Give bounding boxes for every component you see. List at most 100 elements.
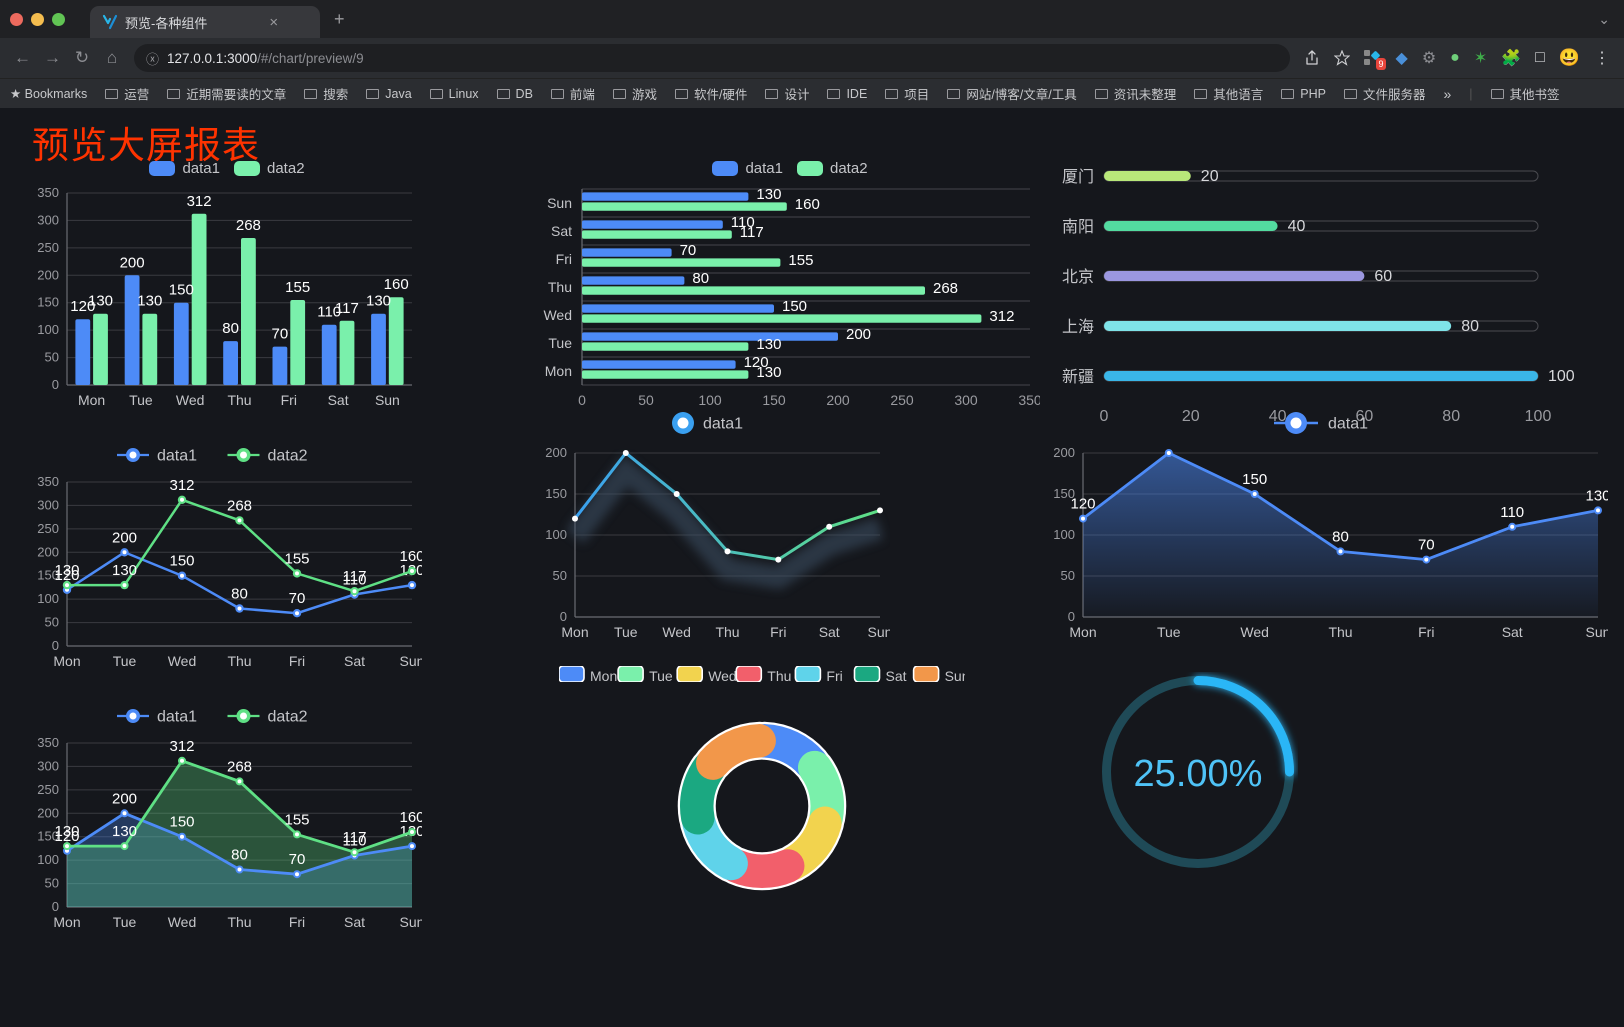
svg-text:80: 80 (231, 586, 248, 603)
svg-text:Sat: Sat (886, 668, 907, 682)
svg-text:268: 268 (236, 217, 261, 234)
svg-text:0: 0 (578, 392, 586, 408)
svg-text:Fri: Fri (289, 653, 305, 669)
svg-text:130: 130 (756, 186, 781, 203)
svg-text:50: 50 (45, 350, 59, 365)
svg-text:312: 312 (169, 738, 194, 755)
svg-text:130: 130 (112, 823, 137, 840)
svg-text:250: 250 (37, 521, 59, 536)
svg-text:50: 50 (553, 568, 567, 583)
svg-text:150: 150 (545, 486, 567, 501)
svg-text:130: 130 (756, 336, 781, 353)
svg-text:Tue: Tue (113, 653, 137, 669)
svg-text:300: 300 (37, 758, 59, 773)
svg-text:Thu: Thu (227, 392, 251, 408)
svg-text:Sun: Sun (400, 914, 422, 930)
svg-text:200: 200 (120, 254, 145, 271)
svg-text:Fri: Fri (556, 251, 572, 267)
svg-text:0: 0 (560, 609, 567, 624)
svg-text:110: 110 (1500, 504, 1524, 521)
svg-text:350: 350 (37, 185, 59, 200)
svg-text:data1: data1 (157, 709, 197, 726)
svg-text:北京: 北京 (1062, 268, 1094, 286)
svg-text:0: 0 (52, 638, 59, 653)
svg-text:Fri: Fri (1418, 624, 1434, 640)
svg-text:160: 160 (399, 809, 422, 826)
svg-text:130: 130 (137, 293, 162, 310)
svg-text:Thu: Thu (715, 624, 739, 640)
svg-text:data1: data1 (157, 448, 197, 465)
svg-text:Fri: Fri (770, 624, 786, 640)
svg-text:Thu: Thu (1328, 624, 1352, 640)
svg-text:150: 150 (782, 298, 807, 315)
svg-text:70: 70 (680, 242, 697, 259)
svg-text:130: 130 (88, 293, 113, 310)
svg-text:Mon: Mon (561, 624, 588, 640)
svg-text:0: 0 (52, 899, 59, 914)
svg-text:100: 100 (545, 527, 567, 542)
svg-text:120: 120 (1070, 496, 1095, 513)
svg-text:312: 312 (187, 193, 212, 210)
svg-text:200: 200 (846, 326, 871, 343)
svg-text:80: 80 (1461, 318, 1479, 335)
svg-text:80: 80 (1332, 528, 1349, 545)
svg-text:0: 0 (1068, 609, 1075, 624)
svg-text:130: 130 (366, 293, 391, 310)
svg-text:200: 200 (37, 544, 59, 559)
svg-text:130: 130 (756, 364, 781, 381)
svg-text:20: 20 (1201, 168, 1219, 185)
svg-text:200: 200 (1053, 445, 1075, 460)
svg-text:155: 155 (285, 279, 310, 296)
svg-text:70: 70 (1418, 537, 1435, 554)
svg-text:130: 130 (1585, 487, 1608, 504)
svg-text:Mon: Mon (545, 363, 572, 379)
svg-text:Tue: Tue (113, 914, 137, 930)
svg-text:Thu: Thu (227, 914, 251, 930)
svg-text:268: 268 (227, 497, 252, 514)
svg-text:data1: data1 (703, 416, 743, 433)
svg-text:Fri: Fri (281, 392, 297, 408)
svg-text:Mon: Mon (590, 668, 617, 682)
svg-text:Sat: Sat (819, 624, 840, 640)
svg-text:200: 200 (545, 445, 567, 460)
svg-text:Wed: Wed (543, 307, 572, 323)
svg-text:117: 117 (343, 829, 367, 846)
svg-text:Mon: Mon (1069, 624, 1096, 640)
svg-text:Wed: Wed (176, 392, 205, 408)
svg-text:Mon: Mon (53, 914, 80, 930)
svg-text:上海: 上海 (1062, 318, 1094, 336)
svg-text:100: 100 (1548, 368, 1575, 385)
svg-text:Sun: Sun (868, 624, 890, 640)
svg-text:60: 60 (1374, 268, 1392, 285)
svg-text:Sat: Sat (328, 392, 349, 408)
svg-text:200: 200 (37, 267, 59, 282)
svg-text:100: 100 (37, 322, 59, 337)
svg-text:Sat: Sat (344, 914, 365, 930)
svg-text:Sat: Sat (1502, 624, 1523, 640)
svg-text:Sun: Sun (375, 392, 400, 408)
svg-text:Tue: Tue (649, 668, 673, 682)
svg-text:70: 70 (289, 590, 306, 607)
svg-text:Fri: Fri (826, 668, 842, 682)
svg-text:155: 155 (788, 252, 813, 269)
svg-text:70: 70 (289, 851, 306, 868)
svg-text:70: 70 (272, 326, 289, 343)
svg-text:100: 100 (1053, 527, 1075, 542)
svg-text:Mon: Mon (78, 392, 105, 408)
svg-text:150: 150 (1242, 471, 1267, 488)
svg-text:50: 50 (638, 392, 654, 408)
svg-text:Wed: Wed (708, 668, 737, 682)
svg-text:50: 50 (45, 876, 59, 891)
svg-text:350: 350 (37, 474, 59, 489)
svg-text:Sat: Sat (551, 223, 572, 239)
svg-text:150: 150 (169, 282, 194, 299)
svg-text:Fri: Fri (289, 914, 305, 930)
svg-text:100: 100 (37, 852, 59, 867)
svg-text:150: 150 (169, 814, 194, 831)
svg-text:312: 312 (169, 477, 194, 494)
svg-text:Wed: Wed (1240, 624, 1269, 640)
svg-text:Sun: Sun (547, 195, 572, 211)
svg-text:250: 250 (37, 240, 59, 255)
svg-text:Mon: Mon (53, 653, 80, 669)
svg-text:160: 160 (795, 196, 820, 213)
